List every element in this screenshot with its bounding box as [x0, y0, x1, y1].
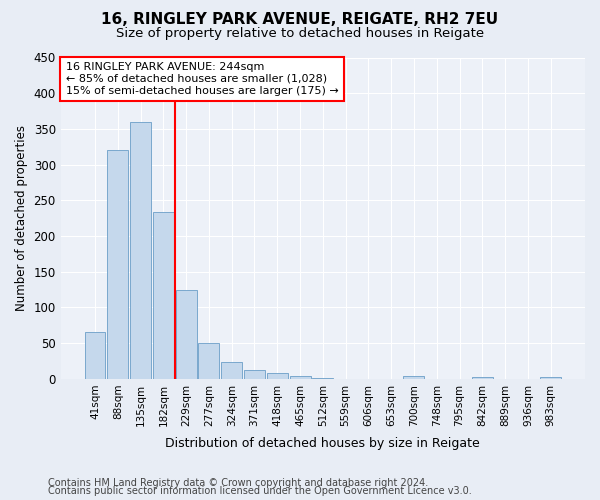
Bar: [290, 376, 311, 379]
Bar: [130, 122, 151, 379]
Bar: [472, 377, 493, 379]
Y-axis label: Number of detached properties: Number of detached properties: [15, 125, 28, 311]
Bar: [153, 212, 174, 379]
Text: Contains HM Land Registry data © Crown copyright and database right 2024.: Contains HM Land Registry data © Crown c…: [48, 478, 428, 488]
X-axis label: Distribution of detached houses by size in Reigate: Distribution of detached houses by size …: [166, 437, 480, 450]
Text: 16 RINGLEY PARK AVENUE: 244sqm
← 85% of detached houses are smaller (1,028)
15% : 16 RINGLEY PARK AVENUE: 244sqm ← 85% of …: [66, 62, 338, 96]
Bar: [85, 332, 106, 379]
Text: Size of property relative to detached houses in Reigate: Size of property relative to detached ho…: [116, 28, 484, 40]
Bar: [267, 373, 288, 379]
Bar: [540, 377, 561, 379]
Bar: [199, 343, 220, 379]
Bar: [244, 370, 265, 379]
Bar: [107, 150, 128, 379]
Bar: [221, 362, 242, 379]
Bar: [176, 290, 197, 379]
Bar: [313, 378, 334, 379]
Bar: [403, 376, 424, 379]
Text: Contains public sector information licensed under the Open Government Licence v3: Contains public sector information licen…: [48, 486, 472, 496]
Text: 16, RINGLEY PARK AVENUE, REIGATE, RH2 7EU: 16, RINGLEY PARK AVENUE, REIGATE, RH2 7E…: [101, 12, 499, 28]
